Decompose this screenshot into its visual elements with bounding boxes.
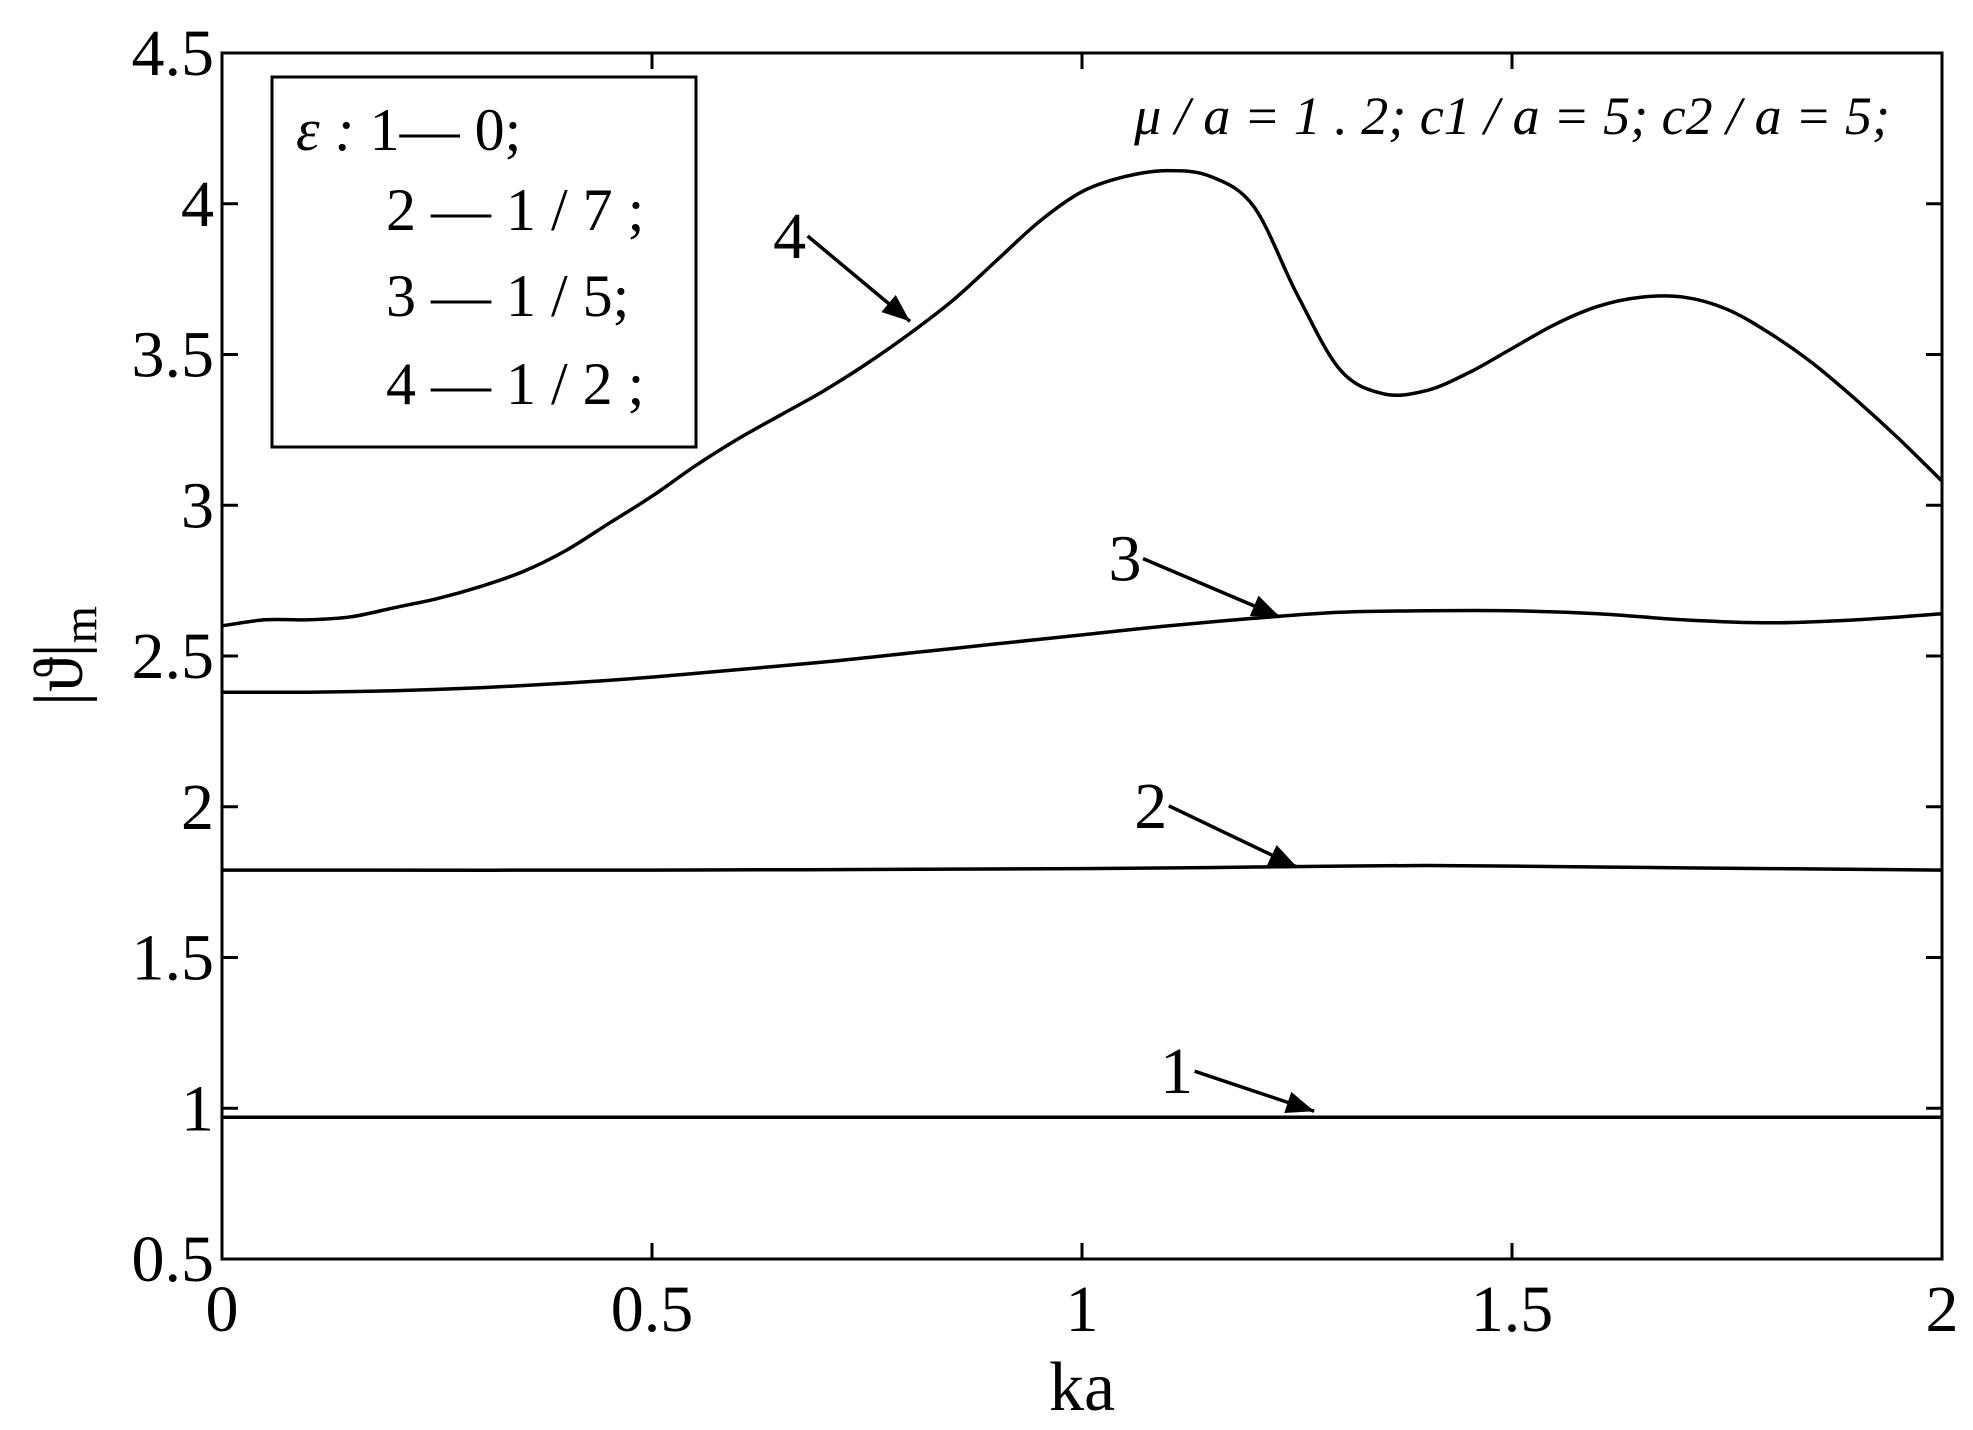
y-tick-label: 4 (181, 168, 214, 241)
legend-symbol: ε : (296, 97, 370, 163)
curve-arrowhead-3 (1249, 595, 1280, 617)
x-tick-label: 0.5 (611, 1273, 694, 1346)
y-axis-label-subscript: m (54, 606, 107, 643)
y-axis-label-main: |ϑ| (21, 643, 98, 706)
curve-arrowhead-4 (881, 294, 910, 322)
x-tick-label: 1 (1066, 1273, 1099, 1346)
curve-label-2: 2 (1134, 770, 1167, 843)
svg-text:|ϑ|m: |ϑ|m (21, 606, 107, 706)
curve-label-3: 3 (1109, 523, 1142, 596)
series-line-3 (221, 608, 1943, 695)
legend-entry-2: 2 — 1 / 7 ; (386, 177, 644, 243)
series-line-4 (221, 168, 1944, 628)
y-tick-label: 4.5 (132, 17, 215, 90)
y-tick-label: 1.5 (132, 922, 215, 995)
curve-annotations: 1 2 3 4 (773, 200, 1315, 1113)
parameters-annotation: μ / a = 1 . 2; c1 / a = 5; c2 / a = 5; (1133, 86, 1890, 146)
legend-entry-1: ε : 1— 0; (296, 97, 521, 163)
curve-arrowhead-2 (1267, 845, 1297, 868)
legend-entry-4: 4 — 1 / 2 ; (386, 351, 644, 417)
curve-label-4: 4 (773, 200, 806, 273)
series-group (221, 168, 1944, 1120)
series-line-2 (221, 863, 1943, 872)
x-tick-label: 1.5 (1471, 1273, 1554, 1346)
y-tick-label: 2.5 (132, 620, 215, 693)
y-tick-label: 3 (181, 469, 214, 542)
y-tick-label: 2 (181, 771, 214, 844)
curve-arrowhead-1 (1284, 1091, 1315, 1113)
x-axis-label: ka (1049, 1349, 1115, 1426)
legend-entry-3: 3 — 1 / 5; (386, 263, 629, 329)
ticks: 0 0.5 1 1.5 20.511.522.533.544.5 (132, 17, 1959, 1346)
y-axis-label: |ϑ|m (21, 606, 107, 706)
y-tick-label: 0.5 (132, 1223, 215, 1296)
curve-label-1: 1 (1160, 1035, 1193, 1108)
legend: ε : 1— 0; 2 — 1 / 7 ; 3 — 1 / 5; 4 — 1 /… (270, 75, 698, 449)
x-tick-label: 2 (1926, 1273, 1959, 1346)
y-tick-label: 3.5 (132, 319, 215, 392)
y-tick-label: 1 (181, 1072, 214, 1145)
legend-box (270, 75, 698, 449)
x-tick-label: 0 (206, 1273, 239, 1346)
